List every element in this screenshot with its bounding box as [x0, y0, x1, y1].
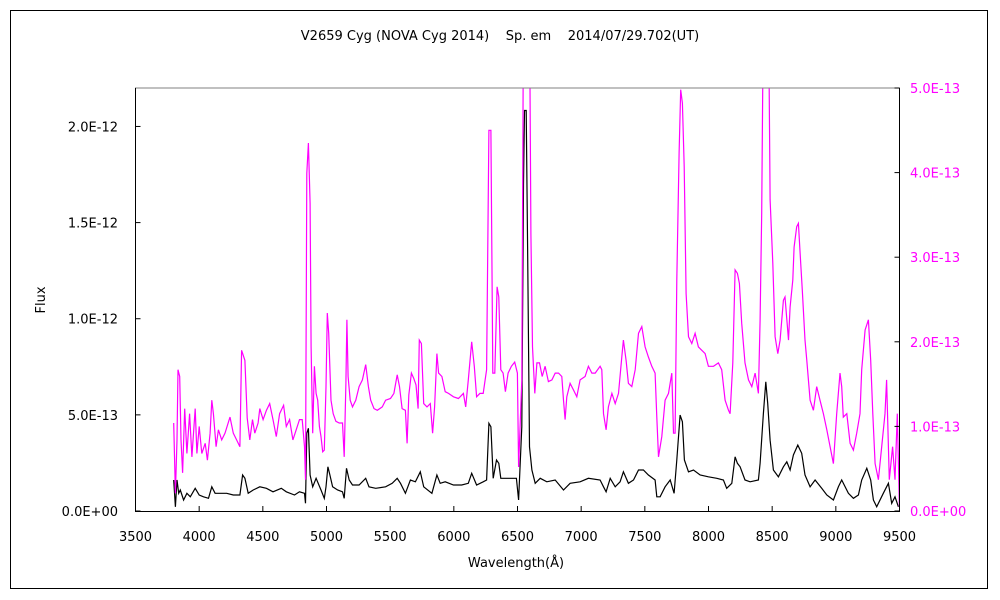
x-tick-label: 9500	[883, 530, 916, 545]
x-tick-label: 7000	[565, 530, 598, 545]
x-tick-label: 4500	[246, 530, 279, 545]
right-y-tick-label: 3.0E-13	[910, 251, 960, 266]
left-y-tick-label: 1.5E-12	[68, 217, 118, 232]
x-tick-label: 9000	[819, 530, 852, 545]
left-y-tick-label: 5.0E-13	[68, 409, 118, 424]
right-y-tick-label: 5.0E-13	[910, 82, 960, 97]
left-axis-series-line	[173, 109, 899, 509]
series-layer	[173, 88, 900, 509]
right-y-tick-label: 4.0E-13	[910, 167, 960, 182]
x-tick-label: 4000	[183, 530, 216, 545]
left-y-tick-label: 2.0E-12	[68, 120, 118, 135]
x-tick-label: 6000	[437, 530, 470, 545]
x-tick-label: 8500	[756, 530, 789, 545]
chart-title: V2659 Cyg (NOVA Cyg 2014) Sp. em 2014/07…	[301, 29, 699, 44]
right-y-tick-label: 0.0E+00	[910, 505, 966, 520]
axes-layer: 3500 4000 4500 5000 5500 6000 6500 7000 7500 8000…	[62, 82, 967, 545]
x-axis-label: Wavelength(Å)	[468, 555, 564, 571]
chart-frame	[10, 10, 988, 589]
right-y-tick-label: 2.0E-13	[910, 336, 960, 351]
right-axis-series-line	[173, 88, 900, 507]
x-tick-label: 5500	[374, 530, 407, 545]
x-tick-label: 3500	[119, 530, 152, 545]
x-tick-label: 5000	[310, 530, 343, 545]
y-axis-label: Flux	[34, 286, 49, 313]
left-y-tick-label: 1.0E-12	[68, 313, 118, 328]
x-tick-label: 8000	[692, 530, 725, 545]
left-y-tick-label: 0.0E+00	[62, 505, 118, 520]
x-tick-label: 6500	[501, 530, 534, 545]
right-y-tick-label: 1.0E-13	[910, 420, 960, 435]
x-tick-label: 7500	[628, 530, 661, 545]
